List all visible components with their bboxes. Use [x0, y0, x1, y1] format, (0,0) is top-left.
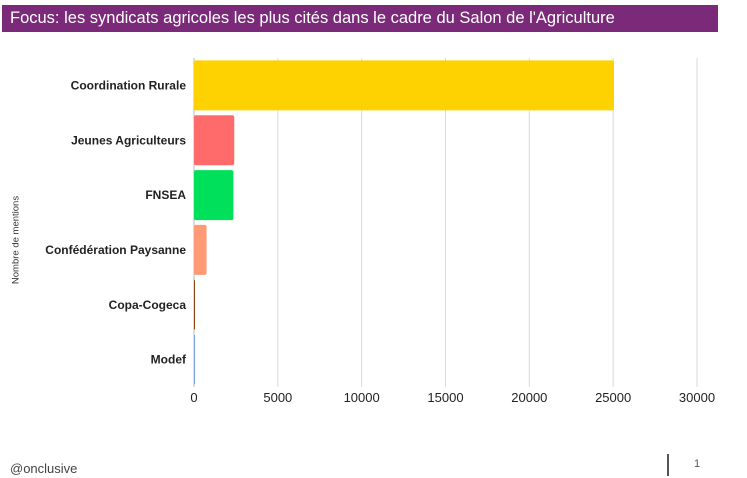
bar [194, 279, 196, 330]
category-label: Confédération Paysanne [45, 243, 186, 257]
x-tick-label: 0 [190, 390, 197, 405]
bar [194, 60, 615, 111]
chart-title: Focus: les syndicats agricoles les plus … [2, 5, 718, 32]
bar [194, 170, 234, 221]
x-tick-label: 25000 [595, 390, 631, 405]
category-label: Copa-Cogeca [109, 298, 187, 312]
category-label: Coordination Rurale [71, 78, 187, 92]
footer-handle: @onclusive [10, 461, 78, 476]
x-tick-label: 30000 [679, 390, 715, 405]
x-tick-label: 5000 [263, 390, 292, 405]
bar [194, 224, 207, 275]
x-tick-label: 20000 [511, 390, 547, 405]
category-label: Jeunes Agriculteurs [71, 133, 186, 147]
page-number: 1 [694, 458, 701, 470]
category-label: Modef [151, 353, 187, 367]
footer-separator [667, 454, 669, 476]
category-label: FNSEA [145, 188, 186, 202]
bar [194, 334, 195, 385]
bar [194, 115, 235, 166]
x-tick-label: 10000 [344, 390, 380, 405]
x-tick-label: 15000 [427, 390, 463, 405]
